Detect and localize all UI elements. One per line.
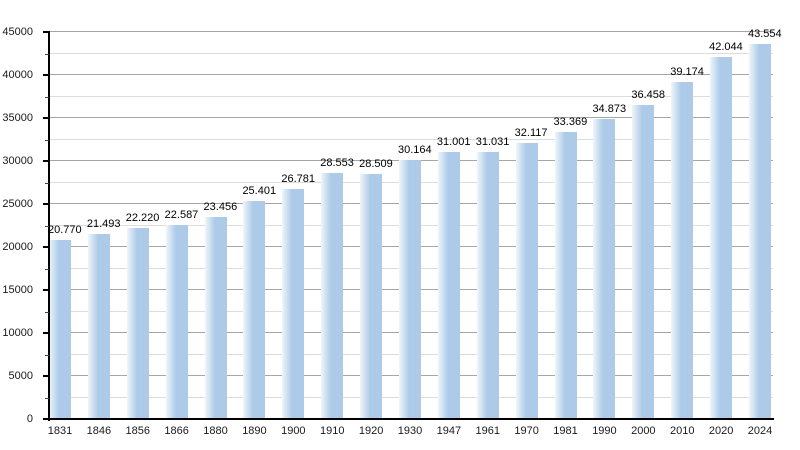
y-tick-label: 45000 — [2, 26, 33, 38]
gridline-major — [49, 117, 773, 118]
bar-value-label: 34.873 — [592, 103, 627, 116]
bar-value-label: 32.117 — [514, 126, 548, 139]
bar-1990 — [593, 119, 616, 419]
x-tick-label: 1981 — [553, 425, 578, 437]
gridline-minor — [49, 95, 773, 97]
y-tick-label: 10000 — [2, 327, 33, 339]
y-tick-major — [43, 332, 49, 334]
bar-1831 — [49, 240, 71, 419]
y-tick-minor — [45, 139, 49, 141]
y-tick-label: 20000 — [2, 241, 33, 253]
bar-2020 — [710, 57, 733, 419]
bar-value-label: 36.458 — [631, 89, 665, 102]
bar-value-label: 23.456 — [203, 201, 238, 214]
y-tick-minor — [45, 225, 49, 227]
y-tick-major — [43, 160, 49, 162]
y-axis-labels: 0 5000 10000 15000 20000 25000 30000 35000 40000… — [0, 26, 41, 425]
bar-1970 — [515, 142, 538, 419]
x-tick-label: 1947 — [436, 425, 462, 437]
y-tick-label: 15000 — [2, 284, 33, 296]
gridline-minor — [49, 138, 773, 140]
x-tick-label: 1831 — [47, 425, 73, 437]
y-tick-major — [43, 203, 49, 205]
bar-2000 — [632, 105, 655, 419]
y-axis-line — [48, 31, 50, 421]
y-tick-minor — [45, 311, 49, 313]
bar-1947 — [437, 152, 460, 419]
bar-1910 — [321, 173, 344, 419]
y-tick-major — [43, 375, 49, 377]
y-tick-label: 35000 — [2, 112, 33, 124]
bar-2024 — [749, 44, 771, 419]
y-tick-label: 40000 — [2, 69, 33, 81]
bar-1880 — [204, 217, 227, 419]
y-tick-minor — [45, 354, 49, 356]
bar-value-label: 21.493 — [86, 218, 121, 231]
x-axis-line — [48, 418, 774, 420]
bar-value-label: 22.587 — [164, 208, 199, 221]
y-tick-minor — [45, 96, 49, 98]
x-tick-label: 1856 — [125, 425, 150, 437]
y-tick-label: 0 — [26, 413, 33, 425]
bar-1856 — [126, 227, 149, 419]
bar-value-label: 26.781 — [281, 172, 315, 185]
bar-1981 — [554, 132, 577, 419]
y-tick-minor — [45, 397, 49, 399]
x-axis-labels: 1831 1846 1856 1866 1880 1890 1900 1910 1920 1930… — [48, 424, 773, 440]
y-tick-label: 30000 — [2, 155, 33, 167]
y-tick-major — [43, 117, 49, 119]
gridline-major — [49, 31, 773, 32]
bar-value-label: 25.401 — [242, 184, 277, 197]
x-tick-label: 1900 — [281, 425, 306, 437]
bar-1961 — [476, 152, 499, 419]
y-tick-major — [43, 74, 49, 76]
bar-1900 — [282, 188, 305, 419]
bar-1920 — [360, 173, 383, 419]
x-tick-label: 1930 — [397, 425, 423, 437]
y-tick-major — [43, 418, 49, 420]
x-tick-label: 2000 — [631, 425, 656, 437]
x-tick-label: 1990 — [592, 425, 617, 437]
x-tick-label: 1866 — [164, 425, 189, 437]
bar-value-label: 28.509 — [359, 157, 393, 170]
x-tick-label: 1961 — [475, 425, 500, 437]
bar-value-label: 20.770 — [48, 224, 82, 237]
gridline-minor — [49, 52, 773, 54]
bar-1930 — [399, 159, 421, 419]
y-tick-minor — [45, 268, 49, 270]
x-tick-label: 1890 — [242, 425, 267, 437]
gridline-major — [49, 74, 773, 75]
y-tick-major — [43, 289, 49, 291]
bar-1866 — [165, 224, 188, 419]
bar-1846 — [87, 234, 110, 419]
bar-2010 — [671, 82, 694, 419]
x-tick-label: 1846 — [86, 425, 112, 437]
bar-value-label: 42.044 — [709, 41, 743, 54]
y-tick-label: 25000 — [2, 198, 33, 210]
bar-value-label: 39.174 — [670, 66, 704, 79]
x-tick-label: 1970 — [514, 425, 539, 437]
bar-value-label: 28.553 — [320, 157, 354, 170]
bar-1890 — [243, 200, 266, 419]
y-tick-minor — [45, 53, 49, 55]
bar-value-label: 43.554 — [748, 28, 782, 41]
x-tick-label: 1880 — [203, 425, 228, 437]
x-tick-label: 2020 — [708, 425, 734, 437]
x-tick-label: 2010 — [669, 425, 695, 437]
y-tick-minor — [45, 182, 49, 184]
bar-value-label: 22.220 — [125, 211, 160, 224]
x-tick-label: 1910 — [319, 425, 345, 437]
x-tick-label: 2024 — [747, 425, 773, 437]
bar-value-label: 31.031 — [475, 136, 510, 149]
y-tick-major — [43, 31, 49, 33]
bar-value-label: 33.369 — [553, 116, 588, 129]
plot-area: 20.770 21.493 22.220 22.587 23.456 25.401 26.7… — [48, 28, 782, 419]
x-tick-label: 1920 — [358, 425, 384, 437]
bar-value-label: 31.001 — [436, 136, 471, 149]
y-tick-major — [43, 246, 49, 248]
bar-value-label: 30.164 — [398, 143, 432, 156]
y-tick-label: 5000 — [8, 370, 33, 382]
